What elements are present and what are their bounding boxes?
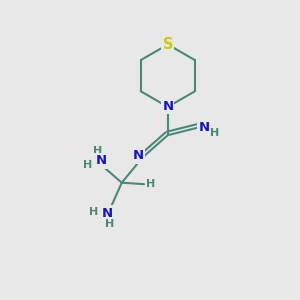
Text: N: N — [199, 121, 210, 134]
Text: H: H — [93, 146, 103, 156]
Text: H: H — [83, 160, 92, 170]
Text: H: H — [89, 207, 98, 217]
Text: N: N — [133, 149, 144, 162]
Text: H: H — [146, 179, 155, 189]
Text: N: N — [162, 100, 173, 113]
Text: H: H — [105, 219, 114, 229]
Text: S: S — [163, 37, 173, 52]
Text: N: N — [95, 154, 106, 167]
Text: H: H — [210, 128, 219, 138]
Text: N: N — [102, 206, 113, 220]
